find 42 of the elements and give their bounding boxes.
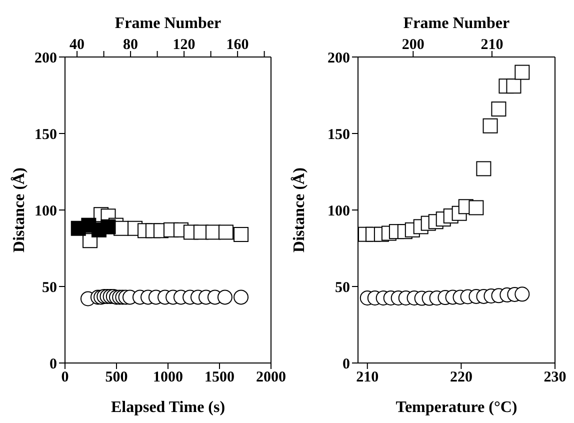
y-tick-label: 50 <box>42 280 57 296</box>
x-tick-label: 210 <box>356 370 379 386</box>
x2-tick-label: 120 <box>172 37 196 53</box>
point <box>514 286 530 302</box>
x-tick-label: 2000 <box>256 370 286 386</box>
y-tick-label: 0 <box>50 356 57 372</box>
x2-axis-title: Frame Number <box>114 15 222 32</box>
point <box>217 290 232 305</box>
x2-tick-label: 40 <box>70 37 85 53</box>
point <box>234 290 249 305</box>
point <box>506 78 522 94</box>
x2-tick-label: 80 <box>123 37 138 53</box>
point <box>218 224 234 240</box>
point <box>514 64 530 80</box>
y-tick-label: 100 <box>328 203 350 220</box>
y-tick-label: 150 <box>34 126 57 143</box>
x2-tick-label: 200 <box>402 37 424 53</box>
point <box>468 200 484 216</box>
y-tick-label: 200 <box>328 50 350 66</box>
y-tick-label: 150 <box>328 126 350 143</box>
point <box>476 161 492 176</box>
y-axis-title: Distance (Å) <box>290 168 308 252</box>
x2-tick-label: 210 <box>480 37 504 53</box>
x2-tick-label: 160 <box>226 37 249 53</box>
point <box>482 118 498 134</box>
x2-axis-title: Frame Number <box>403 15 510 32</box>
y-tick-label: 200 <box>34 50 57 66</box>
x-tick-label: 220 <box>450 370 472 386</box>
x-axis-title: Elapsed Time (s) <box>110 399 226 416</box>
point <box>234 226 249 242</box>
x-tick-label: 500 <box>105 370 128 386</box>
y-tick-label: 50 <box>335 280 350 296</box>
x-tick-label: 0 <box>61 370 69 386</box>
y-axis-title: Distance (Å) <box>10 168 28 252</box>
x-tick-label: 230 <box>544 370 566 386</box>
y-tick-label: 100 <box>34 203 57 220</box>
x-tick-label: 1000 <box>153 370 183 386</box>
y-tick-label: 0 <box>342 356 350 372</box>
x-tick-label: 1500 <box>204 370 234 386</box>
point <box>100 219 116 234</box>
x-axis-title: Temperature (°C) <box>396 399 518 416</box>
point <box>491 102 506 117</box>
